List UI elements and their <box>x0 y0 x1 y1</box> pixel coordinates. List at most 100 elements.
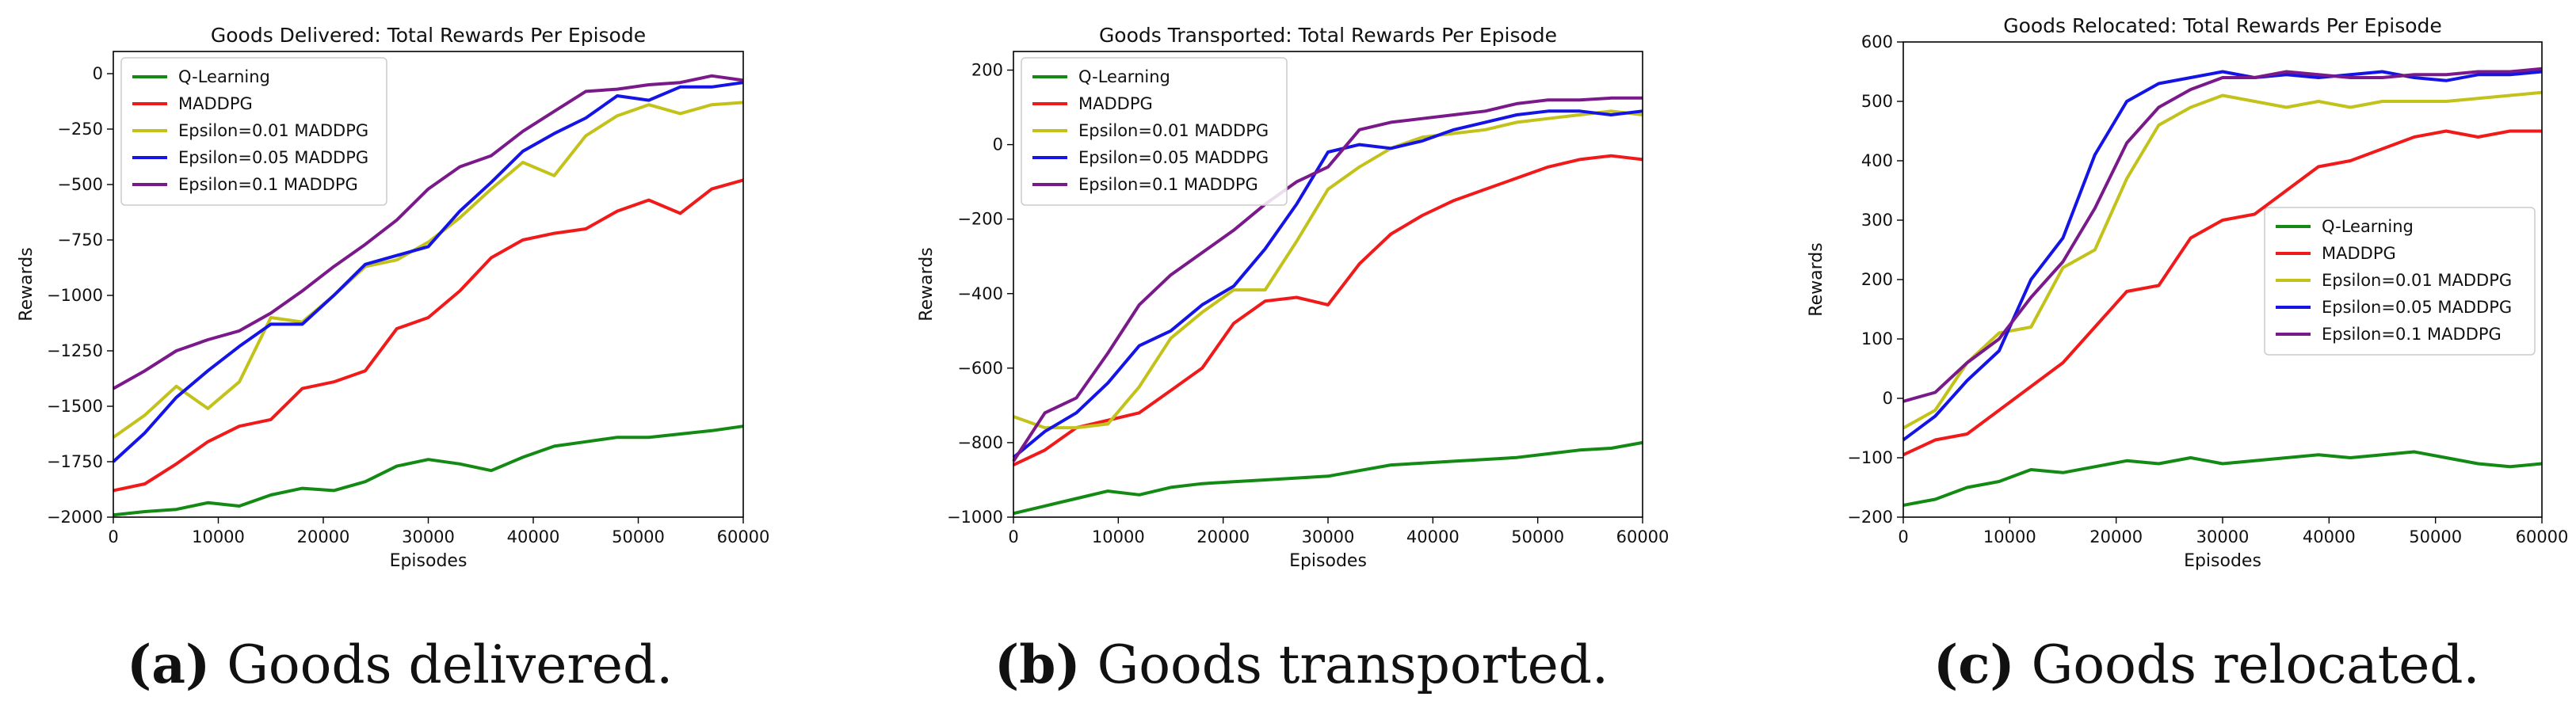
x-tick-label: 50000 <box>612 527 665 546</box>
y-tick-label: 100 <box>1861 329 1893 348</box>
x-tick-label: 10000 <box>1983 527 2036 546</box>
series-line-1 <box>113 178 744 493</box>
series-line-0 <box>1902 450 2543 507</box>
legend-label-4: Epsilon=0.1 MADDPG <box>1078 175 1258 194</box>
x-tick-label: 0 <box>1898 527 1908 546</box>
legend-label-0: Q-Learning <box>2322 217 2414 236</box>
series-line-3 <box>112 81 744 463</box>
legend-box <box>1021 57 1288 206</box>
x-tick-label: 60000 <box>2516 527 2569 546</box>
y-tick-label: −100 <box>1847 448 1893 467</box>
x-tick-label: 20000 <box>297 527 350 546</box>
x-axis-label: Episodes <box>1289 551 1367 571</box>
x-axis-label: Episodes <box>2184 551 2261 571</box>
chart-panel-2: Goods Relocated: Total Rewards Per Episo… <box>1807 14 2568 695</box>
legend-label-2: Epsilon=0.01 MADDPG <box>2322 271 2512 290</box>
y-tick-label: −600 <box>957 359 1003 378</box>
x-axis-label: Episodes <box>390 551 467 571</box>
x-tick-label: 60000 <box>1616 527 1670 546</box>
series-line-0 <box>113 424 744 517</box>
y-tick-label: 200 <box>971 61 1003 80</box>
caption-text: Goods transported. <box>1081 634 1609 695</box>
y-axis-label: Rewards <box>1807 242 1826 316</box>
x-tick-label: 40000 <box>1406 527 1460 546</box>
legend-label-1: MADDPG <box>2322 244 2396 263</box>
y-tick-label: −1500 <box>47 397 103 416</box>
legend-label-3: Epsilon=0.05 MADDPG <box>1078 148 1269 167</box>
series-line-2 <box>1902 90 2543 430</box>
x-tick-label: 50000 <box>1511 527 1564 546</box>
series-line-4 <box>1902 67 2543 403</box>
legend-label-2: Epsilon=0.01 MADDPG <box>1078 121 1269 140</box>
x-tick-label: 30000 <box>2196 527 2250 546</box>
y-tick-label: 400 <box>1861 151 1893 170</box>
y-tick-label: −250 <box>57 120 103 139</box>
caption-text: Goods relocated. <box>2015 634 2480 695</box>
x-tick-label: 40000 <box>2303 527 2356 546</box>
x-tick-label: 20000 <box>2089 527 2143 546</box>
y-tick-label: 0 <box>1883 389 1893 408</box>
y-tick-label: −2000 <box>47 508 103 527</box>
legend-box <box>2264 207 2536 356</box>
chart-title: Goods Delivered: Total Rewards Per Episo… <box>211 24 646 47</box>
y-tick-label: 0 <box>93 64 103 83</box>
series-line-1 <box>1902 129 2542 457</box>
x-tick-label: 0 <box>108 527 118 546</box>
series-line-3 <box>1012 109 1643 459</box>
series-line-1 <box>1013 154 1643 466</box>
series-line-4 <box>1012 96 1643 462</box>
legend-label-1: MADDPG <box>178 94 253 113</box>
figure-caption: (c) Goods relocated. <box>1933 634 2480 695</box>
caption-letter: (c) <box>1933 634 2015 695</box>
series-line-2 <box>112 101 744 439</box>
y-tick-label: 200 <box>1861 270 1893 289</box>
caption-letter: (a) <box>127 634 210 695</box>
figure-caption: (a) Goods delivered. <box>127 634 673 695</box>
legend: Q-Learning MADDPG Epsilon=0.01 MADDPG Epsil… <box>1021 57 1288 206</box>
x-tick-label: 10000 <box>1092 527 1145 546</box>
y-tick-label: 0 <box>993 135 1003 154</box>
legend-label-0: Q-Learning <box>178 67 270 86</box>
y-axis-label: Rewards <box>917 247 937 321</box>
y-tick-label: −1250 <box>47 341 103 360</box>
legend-label-0: Q-Learning <box>1078 67 1170 86</box>
y-tick-label: −1000 <box>47 286 103 305</box>
y-tick-label: −400 <box>957 284 1003 303</box>
series-line-2 <box>1013 109 1643 430</box>
x-tick-label: 20000 <box>1196 527 1250 546</box>
legend: Q-Learning MADDPG Epsilon=0.01 MADDPG Epsil… <box>120 57 387 206</box>
y-tick-label: −1000 <box>947 508 1003 527</box>
caption-text: Goods delivered. <box>210 634 673 695</box>
y-tick-label: −800 <box>957 433 1003 452</box>
legend-label-2: Epsilon=0.01 MADDPG <box>178 121 368 140</box>
legend-label-3: Epsilon=0.05 MADDPG <box>178 148 368 167</box>
y-tick-label: 300 <box>1861 211 1893 230</box>
x-tick-label: 40000 <box>507 527 560 546</box>
chart-title: Goods Relocated: Total Rewards Per Episo… <box>2003 14 2442 37</box>
caption-letter: (b) <box>994 634 1081 695</box>
y-tick-label: −200 <box>1847 508 1893 527</box>
legend-label-4: Epsilon=0.1 MADDPG <box>2322 325 2502 344</box>
y-tick-label: 500 <box>1861 92 1893 111</box>
legend-label-4: Epsilon=0.1 MADDPG <box>178 175 358 194</box>
legend-box <box>120 57 387 206</box>
series-line-0 <box>1013 440 1643 516</box>
x-tick-label: 10000 <box>192 527 245 546</box>
x-tick-label: 50000 <box>2409 527 2462 546</box>
legend: Q-Learning MADDPG Epsilon=0.01 MADDPG Epsil… <box>2264 207 2536 356</box>
y-tick-label: −750 <box>57 230 103 249</box>
x-tick-label: 30000 <box>1302 527 1355 546</box>
chart-panel-0: Goods Delivered: Total Rewards Per Episo… <box>17 24 769 695</box>
x-tick-label: 30000 <box>402 527 455 546</box>
chart-title: Goods Transported: Total Rewards Per Epi… <box>1099 24 1557 47</box>
series-line-4 <box>113 74 744 390</box>
figure-caption: (b) Goods transported. <box>994 634 1609 695</box>
x-tick-label: 0 <box>1008 527 1018 546</box>
x-tick-label: 60000 <box>717 527 770 546</box>
y-tick-label: −500 <box>57 175 103 194</box>
legend-label-1: MADDPG <box>1078 94 1153 113</box>
legend-label-3: Epsilon=0.05 MADDPG <box>2322 298 2512 317</box>
y-tick-label: 600 <box>1861 32 1893 51</box>
chart-panel-1: Goods Transported: Total Rewards Per Epi… <box>917 24 1669 695</box>
